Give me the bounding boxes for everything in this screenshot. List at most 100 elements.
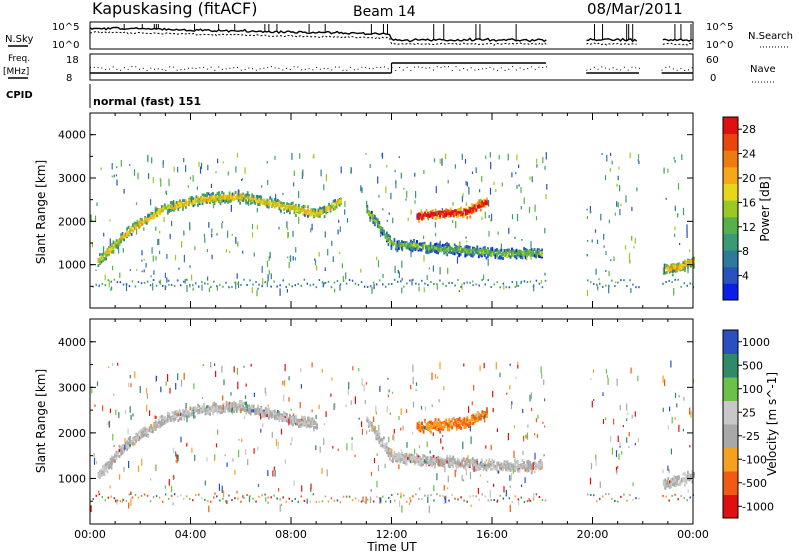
echo-cell: [104, 274, 106, 281]
echo-cell: [310, 208, 312, 212]
echo-cell: [482, 468, 485, 472]
echo-cell: [255, 281, 257, 283]
echo-cell: [135, 432, 137, 436]
nave-dot: [669, 66, 671, 68]
echo-cell: [469, 207, 472, 210]
echo-cell: [383, 232, 385, 236]
colorbar-segment: [723, 166, 738, 184]
echo-cell: [331, 202, 333, 206]
echo-cell: [178, 408, 181, 412]
nave-dot: [127, 68, 129, 70]
echo-cell: [221, 405, 223, 409]
colorbar-segment: [723, 216, 738, 234]
echo-cell: [109, 250, 112, 254]
echo-cell: [237, 282, 239, 285]
echo-cell: [322, 206, 324, 210]
echo-cell: [148, 426, 151, 430]
echo-cell: [117, 454, 119, 457]
echo-cell: [326, 209, 329, 213]
echo-cell: [138, 224, 140, 228]
echo-cell: [248, 199, 251, 203]
echo-cell: [530, 247, 533, 251]
echo-cell: [441, 459, 444, 463]
echo-cell: [117, 240, 119, 243]
echo-cell: [367, 424, 370, 428]
nave-dot: [515, 69, 517, 71]
echo-cell: [384, 235, 387, 239]
echo-cell: [171, 206, 174, 209]
echo-cell: [419, 421, 422, 425]
echo-cell: [168, 283, 170, 286]
echo-cell: [370, 426, 373, 430]
echo-cell: [457, 215, 460, 219]
echo-cell: [287, 231, 289, 239]
echo-cell: [687, 264, 689, 267]
nave-dot: [417, 66, 419, 68]
echo-cell: [599, 282, 601, 285]
echo-cell: [476, 465, 479, 469]
echo-cell: [464, 211, 467, 215]
echo-cell: [379, 226, 382, 230]
echo-cell: [490, 463, 492, 467]
echo-cell: [458, 290, 460, 293]
echo-cell: [483, 411, 485, 415]
echo-cell: [476, 247, 479, 251]
echo-cell: [155, 226, 157, 231]
echo-cell: [182, 208, 184, 211]
echo-cell: [170, 284, 173, 286]
echo-cell: [257, 412, 260, 415]
echo-cell: [289, 208, 291, 212]
echo-cell: [197, 405, 199, 408]
echo-cell: [481, 412, 484, 416]
echo-cell: [310, 228, 312, 233]
echo-cell: [185, 165, 187, 172]
echo-cell: [536, 250, 539, 254]
nave-dot: [108, 68, 110, 70]
echo-cell: [447, 464, 450, 468]
echo-cell: [156, 208, 159, 212]
echo-cell: [472, 208, 475, 212]
echo-cell: [287, 256, 289, 259]
echo-cell: [159, 177, 161, 181]
echo-cell: [201, 197, 204, 201]
echo-cell: [422, 246, 424, 250]
echo-cell: [251, 194, 254, 198]
echo-cell: [257, 203, 260, 207]
echo-cell: [258, 195, 261, 199]
echo-cell: [378, 221, 381, 225]
echo-cell: [97, 475, 100, 479]
echo-cell: [194, 415, 196, 419]
echo-cell: [403, 285, 405, 288]
echo-cell: [129, 438, 131, 442]
echo-cell: [671, 483, 674, 487]
nsky-tick-high: 10^5: [52, 22, 79, 33]
echo-cell: [488, 253, 491, 257]
echo-cell: [442, 425, 445, 429]
echo-cell: [135, 440, 137, 443]
echo-cell: [295, 414, 297, 418]
echo-cell: [420, 462, 423, 466]
echo-cell: [674, 269, 677, 273]
echo-cell: [406, 190, 408, 198]
echo-cell: [444, 250, 447, 254]
echo-cell: [147, 155, 149, 163]
echo-cell: [587, 240, 589, 242]
echo-cell: [693, 265, 695, 269]
beam-title: Beam 14: [353, 4, 416, 20]
echo-cell: [405, 457, 408, 461]
echo-cell: [422, 216, 425, 220]
echo-cell: [292, 206, 294, 210]
echo-cell: [445, 210, 448, 214]
echo-cell: [208, 287, 210, 292]
echo-cell: [542, 156, 544, 164]
echo-cell: [300, 284, 302, 287]
echo-cell: [328, 206, 330, 210]
echo-cell: [115, 174, 117, 177]
echo-cell: [448, 215, 451, 219]
echo-cell: [441, 457, 444, 461]
echo-cell: [665, 271, 668, 274]
echo-cell: [546, 184, 548, 190]
echo-cell: [405, 462, 408, 466]
echo-cell: [203, 403, 205, 407]
